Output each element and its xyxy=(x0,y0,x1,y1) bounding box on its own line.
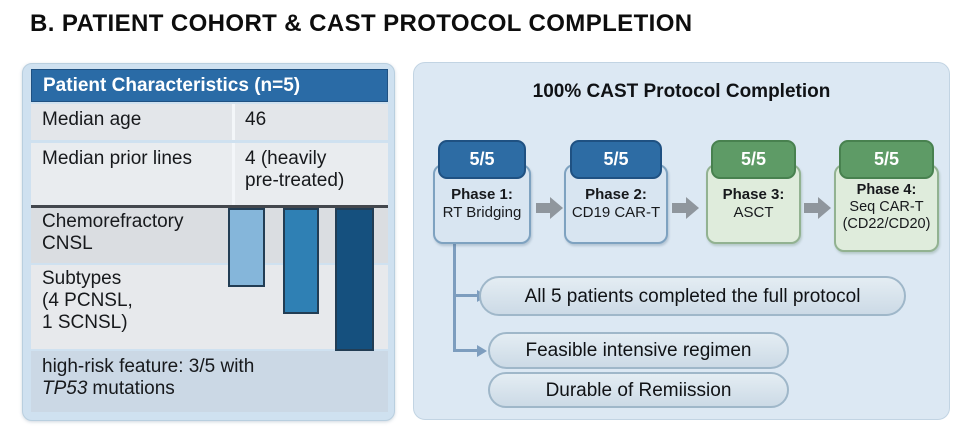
outcome-pill-durable-remission: Durable of Remiission xyxy=(488,372,789,408)
connector-arrowhead-icon xyxy=(477,344,487,357)
table-row-subtypes: Subtypes (4 PCNSL, 1 SCNSL) xyxy=(31,265,388,349)
page-title: B. PATIENT COHORT & CAST PROTOCOL COMPLE… xyxy=(30,10,693,37)
connector-branch-line xyxy=(453,349,479,352)
high-risk-line1: high-risk feature: 3/5 with xyxy=(42,356,255,377)
row-label: Median prior lines xyxy=(31,143,235,205)
row-value: 4 (heavily pre-treated) xyxy=(235,143,388,205)
row-label: Median age xyxy=(31,104,235,140)
phase-1-badge: 5/5 xyxy=(438,140,526,179)
connector-branch-line xyxy=(453,294,479,297)
cast-protocol-panel: 100% CAST Protocol Completion Phase 1: R… xyxy=(413,62,950,420)
row-value: 46 xyxy=(235,104,388,140)
gene-suffix: mutations xyxy=(92,378,175,400)
phase-3-detail: ASCT xyxy=(733,203,774,221)
patient-characteristics-panel: Patient Characteristics (n=5) Median age… xyxy=(22,63,395,421)
bar-dark-blue xyxy=(335,208,374,351)
bar-chart-baseline xyxy=(31,205,388,208)
outcome-pill-full-protocol: All 5 patients completed the full protoc… xyxy=(479,276,906,316)
bar-medium-blue xyxy=(283,208,319,314)
phase-4-badge: 5/5 xyxy=(839,140,934,179)
gene-name: TP53 xyxy=(42,378,88,400)
phase-3-badge: 5/5 xyxy=(711,140,796,179)
table-header: Patient Characteristics (n=5) xyxy=(31,69,388,102)
arrow-right-icon xyxy=(804,197,831,219)
table-row-median-prior-lines: Median prior lines 4 (heavily pre-treate… xyxy=(31,143,388,205)
arrow-right-icon xyxy=(672,197,699,219)
table-row-median-age: Median age 46 xyxy=(31,104,388,140)
bar-light-blue xyxy=(228,208,265,287)
high-risk-line2: TP53 mutations xyxy=(42,378,388,400)
phase-1-name: Phase 1: xyxy=(451,186,513,203)
table-row-chemorefractory: Chemorefractory CNSL xyxy=(31,208,388,263)
connector-vertical-line xyxy=(453,244,456,352)
phase-2-detail: CD19 CAR-T xyxy=(571,203,661,221)
protocol-title: 100% CAST Protocol Completion xyxy=(532,81,831,102)
phase-4-detail: Seq CAR-T (CD22/CD20) xyxy=(842,199,931,233)
phase-2-badge: 5/5 xyxy=(570,140,662,179)
phase-1-detail: RT Bridging xyxy=(442,203,522,221)
phase-3-name: Phase 3: xyxy=(722,186,785,203)
phase-2-name: Phase 2: xyxy=(585,186,647,203)
table-row-high-risk: high-risk feature: 3/5 with TP53 mutation… xyxy=(31,351,388,412)
phase-4-name: Phase 4: xyxy=(856,182,917,198)
outcome-pill-feasible-regimen: Feasible intensive regimen xyxy=(488,332,789,369)
arrow-right-icon xyxy=(536,197,563,219)
